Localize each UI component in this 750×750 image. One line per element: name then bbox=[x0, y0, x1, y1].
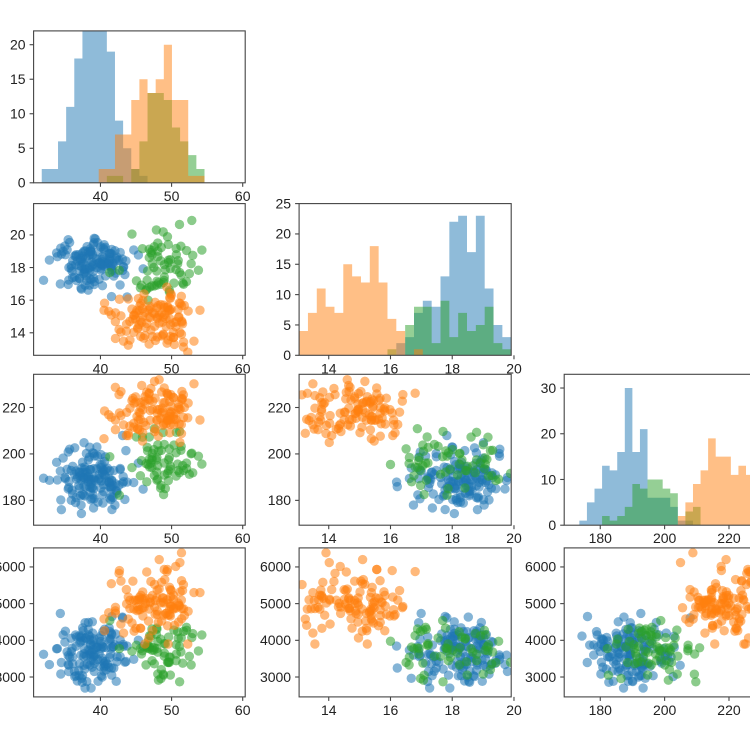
svg-text:20: 20 bbox=[541, 426, 557, 442]
svg-text:3000: 3000 bbox=[525, 669, 556, 685]
svg-text:180: 180 bbox=[589, 702, 613, 718]
svg-text:20: 20 bbox=[506, 702, 522, 718]
svg-text:18: 18 bbox=[444, 702, 460, 718]
svg-text:3000: 3000 bbox=[0, 669, 26, 685]
svg-text:4000: 4000 bbox=[0, 632, 26, 648]
svg-text:30: 30 bbox=[541, 380, 557, 396]
svg-text:40: 40 bbox=[93, 530, 109, 546]
svg-text:3000: 3000 bbox=[260, 669, 291, 685]
svg-text:14: 14 bbox=[10, 325, 26, 341]
svg-text:0: 0 bbox=[283, 347, 291, 363]
svg-text:60: 60 bbox=[235, 702, 251, 718]
svg-text:200: 200 bbox=[653, 530, 677, 546]
svg-text:10: 10 bbox=[10, 106, 26, 122]
svg-text:14: 14 bbox=[321, 702, 337, 718]
svg-text:5: 5 bbox=[18, 140, 26, 156]
svg-text:15: 15 bbox=[10, 71, 26, 87]
svg-text:14: 14 bbox=[321, 530, 337, 546]
svg-text:6000: 6000 bbox=[260, 559, 291, 575]
svg-text:4000: 4000 bbox=[525, 632, 556, 648]
svg-text:5000: 5000 bbox=[260, 595, 291, 611]
svg-text:6000: 6000 bbox=[0, 559, 26, 575]
svg-text:20: 20 bbox=[506, 530, 522, 546]
svg-text:20: 20 bbox=[10, 37, 26, 53]
svg-text:50: 50 bbox=[164, 702, 180, 718]
svg-text:25: 25 bbox=[276, 195, 292, 211]
svg-text:20: 20 bbox=[276, 226, 292, 242]
svg-text:10: 10 bbox=[541, 471, 557, 487]
svg-text:0: 0 bbox=[548, 517, 556, 533]
svg-text:6000: 6000 bbox=[525, 559, 556, 575]
svg-text:60: 60 bbox=[235, 530, 251, 546]
svg-text:5000: 5000 bbox=[525, 595, 556, 611]
svg-text:15: 15 bbox=[276, 256, 292, 272]
svg-text:180: 180 bbox=[589, 530, 613, 546]
svg-text:50: 50 bbox=[164, 530, 180, 546]
svg-text:0: 0 bbox=[18, 175, 26, 191]
svg-text:180: 180 bbox=[268, 492, 292, 508]
svg-text:40: 40 bbox=[93, 188, 109, 204]
svg-text:18: 18 bbox=[444, 530, 460, 546]
svg-text:40: 40 bbox=[93, 702, 109, 718]
svg-text:200: 200 bbox=[268, 446, 292, 462]
svg-text:200: 200 bbox=[653, 702, 677, 718]
svg-text:4000: 4000 bbox=[260, 632, 291, 648]
svg-text:20: 20 bbox=[10, 227, 26, 243]
svg-text:10: 10 bbox=[276, 286, 292, 302]
svg-text:16: 16 bbox=[383, 530, 399, 546]
svg-text:220: 220 bbox=[717, 530, 741, 546]
svg-text:16: 16 bbox=[10, 292, 26, 308]
svg-text:220: 220 bbox=[2, 399, 26, 415]
svg-text:50: 50 bbox=[164, 188, 180, 204]
svg-text:200: 200 bbox=[2, 446, 26, 462]
svg-text:18: 18 bbox=[10, 259, 26, 275]
svg-text:220: 220 bbox=[717, 702, 741, 718]
svg-text:5000: 5000 bbox=[0, 595, 26, 611]
svg-text:60: 60 bbox=[235, 188, 251, 204]
svg-text:16: 16 bbox=[383, 702, 399, 718]
svg-text:5: 5 bbox=[283, 317, 291, 333]
svg-text:180: 180 bbox=[2, 492, 26, 508]
svg-text:220: 220 bbox=[268, 399, 292, 415]
